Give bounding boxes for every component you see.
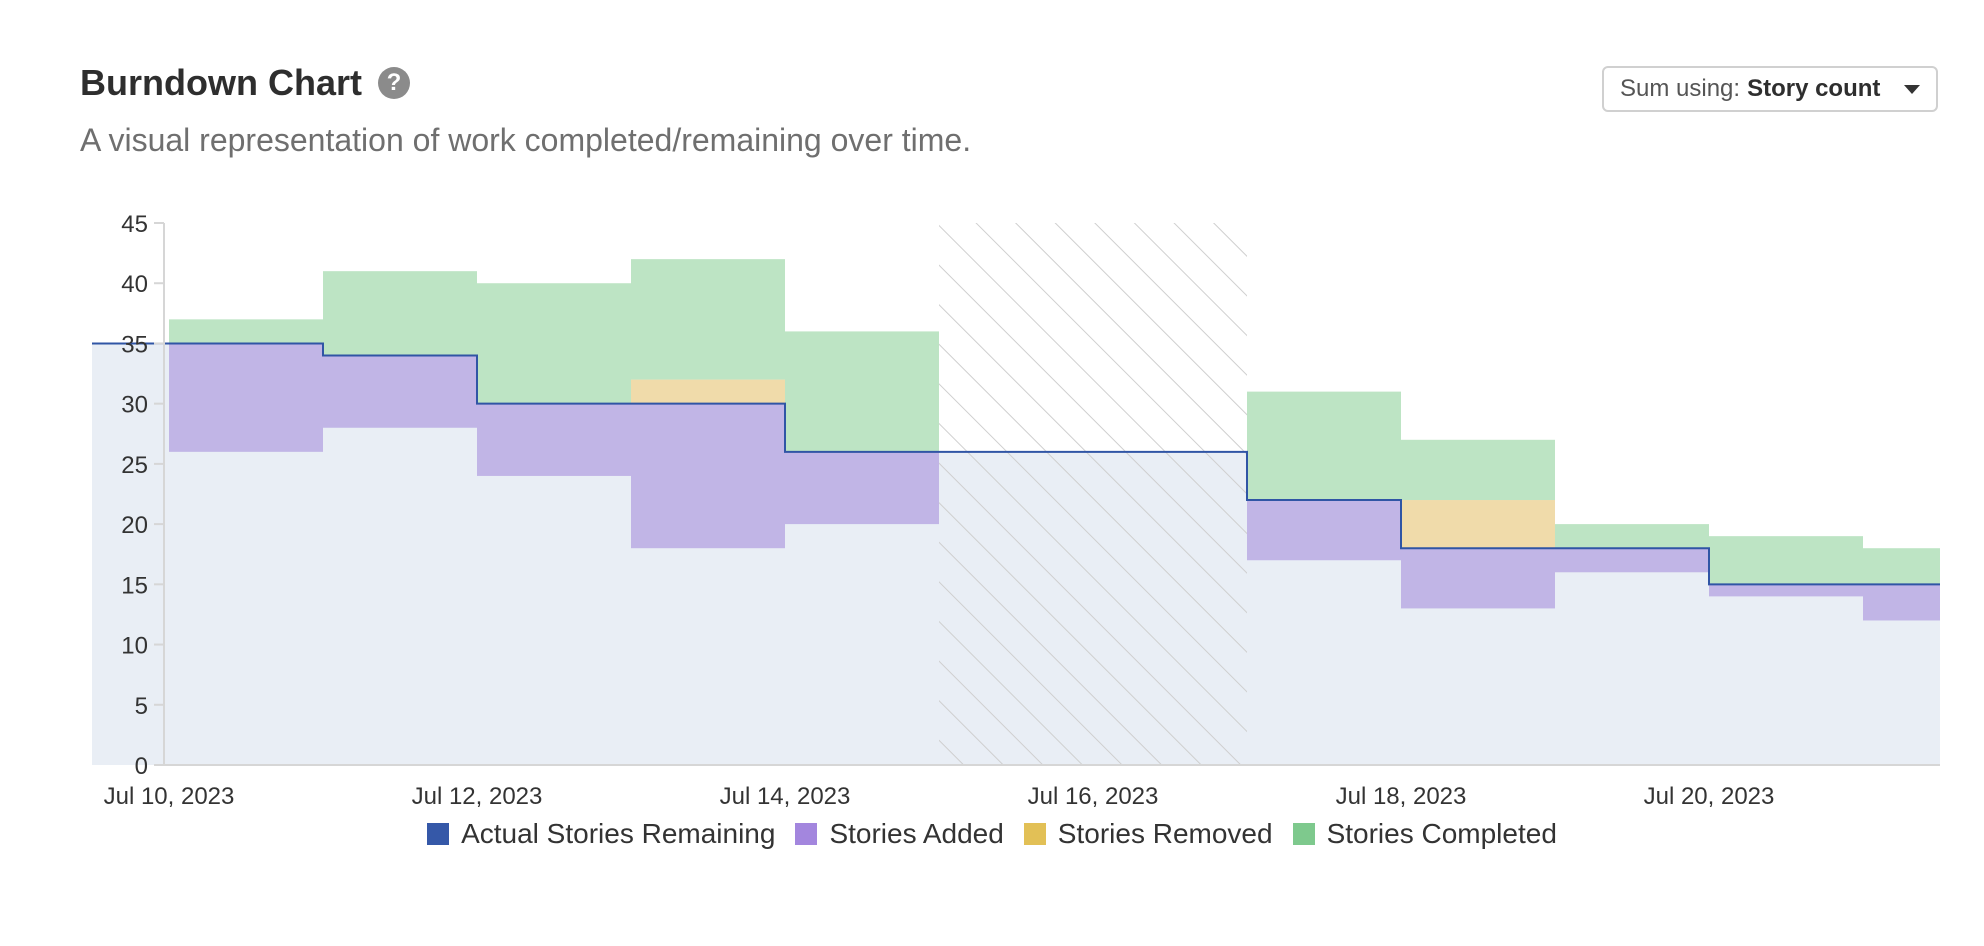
completed-bar-2 [477, 283, 631, 404]
legend-item-completed[interactable]: Stories Completed [1292, 818, 1557, 850]
legend-item-removed[interactable]: Stories Removed [1023, 818, 1273, 850]
y-tick-label-40: 40 [121, 271, 148, 298]
page-title: Burndown Chart [80, 62, 362, 103]
completed-bar-10 [1863, 548, 1940, 585]
bars [169, 259, 1940, 621]
completed-bar-0 [169, 319, 323, 344]
x-tick-label-1: Jul 12, 2023 [412, 783, 543, 810]
added-bar-3 [631, 403, 785, 549]
caret-down-icon [1904, 84, 1920, 94]
x-tick-label-2: Jul 14, 2023 [720, 783, 851, 810]
completed-bar-3 [631, 259, 785, 380]
y-tick-label-5: 5 [135, 693, 148, 720]
completed-bar-6 [1247, 391, 1401, 501]
legend-item-added[interactable]: Stories Added [795, 818, 1004, 850]
completed-bar-9 [1709, 536, 1863, 585]
added-bar-2 [477, 403, 631, 476]
y-tick-label-20: 20 [121, 512, 148, 539]
y-tick-label-25: 25 [121, 452, 148, 479]
legend-swatch-removed [1023, 823, 1046, 845]
added-bar-10 [1863, 584, 1940, 621]
legend-label-removed: Stories Removed [1057, 818, 1273, 849]
x-tick-label-3: Jul 16, 2023 [1028, 783, 1159, 810]
y-tick-label-30: 30 [121, 392, 148, 419]
added-bar-0 [169, 343, 323, 452]
chart-legend: Actual Stories Remaining Stories Added S… [0, 818, 1984, 850]
chart-header: Burndown Chart ? [80, 62, 410, 104]
added-bar-9 [1709, 584, 1863, 597]
completed-bar-7 [1401, 439, 1555, 501]
question-circle-icon[interactable]: ? [377, 67, 410, 99]
added-bar-4 [785, 451, 939, 525]
y-tick-label-45: 45 [121, 211, 148, 238]
y-tick-label-35: 35 [121, 331, 148, 358]
removed-bar-3 [631, 379, 785, 404]
added-bar-8 [1555, 548, 1709, 573]
y-tick-label-0: 0 [135, 753, 148, 780]
x-tick-label-5: Jul 20, 2023 [1644, 783, 1775, 810]
legend-label-remaining: Actual Stories Remaining [461, 818, 776, 849]
legend-swatch-added [795, 823, 818, 845]
sum-using-value: Story count [1747, 75, 1881, 102]
sum-using-dropdown[interactable]: Sum using: Story count [1602, 66, 1938, 112]
completed-bar-4 [785, 331, 939, 452]
legend-item-remaining[interactable]: Actual Stories Remaining [427, 818, 775, 850]
legend-swatch-remaining [427, 823, 450, 845]
added-bar-6 [1247, 500, 1401, 561]
removed-bar-7 [1401, 500, 1555, 549]
added-bar-1 [323, 355, 477, 428]
non-working-period [939, 223, 1247, 765]
legend-label-added: Stories Added [829, 818, 1004, 849]
non-working-hatch [939, 223, 1247, 765]
legend-label-completed: Stories Completed [1326, 818, 1557, 849]
completed-bar-1 [323, 271, 477, 356]
y-tick-label-10: 10 [121, 633, 148, 660]
added-bar-7 [1401, 548, 1555, 609]
sum-using-label: Sum using: [1620, 75, 1741, 102]
legend-swatch-completed [1292, 823, 1315, 845]
x-tick-label-4: Jul 18, 2023 [1336, 783, 1467, 810]
remaining-line-group [92, 342, 1940, 586]
x-tick-label-0: Jul 10, 2023 [104, 783, 235, 810]
y-tick-label-15: 15 [121, 572, 148, 599]
axes: 0 5 10 15 20 25 30 35 40 45 Jul 10, 2023 Jul 12, 20… [104, 211, 1940, 810]
page-subtitle: A visual representation of work complete… [80, 122, 972, 158]
remaining-line [92, 342, 1940, 586]
completed-bar-8 [1555, 524, 1709, 549]
